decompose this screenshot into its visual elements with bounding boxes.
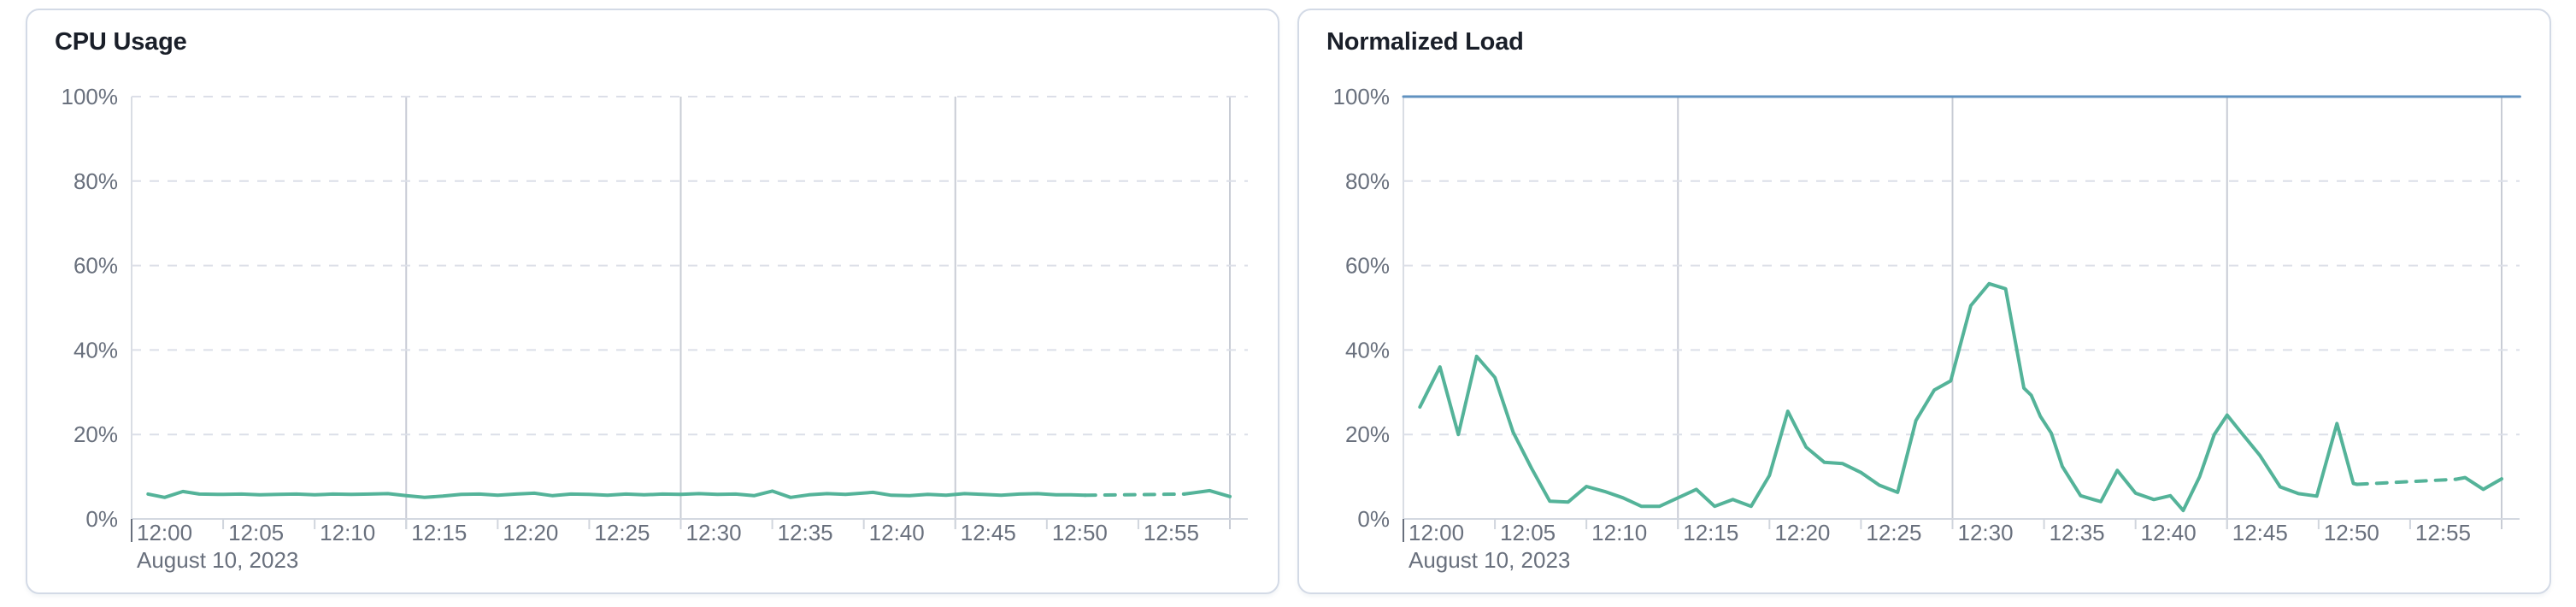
x-tick-label: 12:45 — [961, 520, 1016, 545]
y-tick-label: 40% — [74, 337, 118, 362]
cpu-usage-chart[interactable]: 0% 20% 40% 60% 80% 100% 12:00 12:05 12:10 12:15 12… — [27, 10, 1278, 592]
x-tick-label: 12:25 — [594, 520, 650, 545]
x-tick-label: 12:55 — [2415, 520, 2471, 545]
normalized-load-line[interactable] — [2454, 475, 2503, 492]
y-tick-label: 0% — [85, 506, 118, 532]
x-tick-label: 12:10 — [320, 520, 375, 545]
y-tick-label: 80% — [74, 168, 118, 194]
x-axis-date-label: August 10, 2023 — [137, 547, 298, 573]
cpu-usage-line[interactable] — [1182, 488, 1232, 498]
x-tick-label: 12:50 — [2324, 520, 2379, 545]
normalized-load-panel: Normalized Load 0% 20% 40% 60% 80% 100% 12:00 1… — [1297, 9, 2551, 594]
x-tick-label: 12:55 — [1144, 520, 1199, 545]
x-tick-label: 12:10 — [1591, 520, 1647, 545]
y-tick-label: 0% — [1357, 506, 1390, 532]
x-tick-label: 12:20 — [503, 520, 558, 545]
x-tick-label: 12:05 — [228, 520, 284, 545]
x-tick-label: 12:00 — [137, 520, 192, 545]
x-tick-label: 12:05 — [1500, 520, 1556, 545]
x-tick-label: 12:30 — [1958, 520, 2014, 545]
y-tick-label: 100% — [62, 84, 119, 109]
x-tick-label: 12:40 — [2141, 520, 2197, 545]
x-axis-date-label: August 10, 2023 — [1409, 547, 1570, 573]
x-tick-label: 12:25 — [1866, 520, 1921, 545]
normalized-load-chart[interactable]: 0% 20% 40% 60% 80% 100% 12:00 12:05 12:10 12:15 12… — [1299, 10, 2550, 592]
x-tick-label: 12:35 — [778, 520, 833, 545]
cpu-usage-line-dashed[interactable] — [1083, 492, 1186, 498]
y-tick-label: 80% — [1345, 168, 1390, 194]
x-tick-label: 12:35 — [2050, 520, 2105, 545]
x-tick-label: 12:15 — [411, 520, 467, 545]
normalized-load-line-dashed[interactable] — [2355, 477, 2458, 486]
x-tick-label: 12:00 — [1409, 520, 1464, 545]
panel-title: Normalized Load — [1326, 28, 1524, 56]
x-tick-label: 12:40 — [869, 520, 925, 545]
cpu-usage-line[interactable] — [146, 489, 1087, 499]
x-tick-label: 12:30 — [686, 520, 742, 545]
x-tick-label: 12:45 — [2232, 520, 2288, 545]
y-tick-label: 20% — [74, 421, 118, 447]
panel-title: CPU Usage — [55, 28, 187, 56]
y-tick-label: 100% — [1333, 84, 1391, 109]
normalized-load-line[interactable] — [1418, 281, 2359, 513]
x-tick-label: 12:50 — [1052, 520, 1108, 545]
y-tick-label: 20% — [1345, 421, 1390, 447]
x-tick-label: 12:20 — [1774, 520, 1830, 545]
cpu-usage-panel: CPU Usage 0% 20% 40% 60% 80% 100% 12:00 12:05 12… — [26, 9, 1279, 594]
y-tick-label: 40% — [1345, 337, 1390, 362]
x-tick-label: 12:15 — [1683, 520, 1738, 545]
y-tick-label: 60% — [1345, 253, 1390, 279]
y-tick-label: 60% — [74, 253, 118, 279]
